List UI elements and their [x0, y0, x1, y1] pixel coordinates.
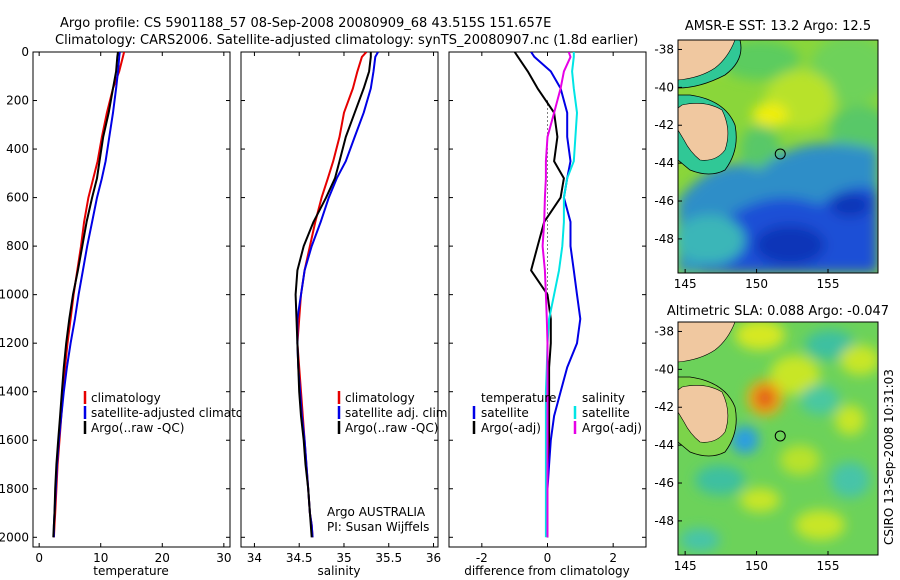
legend-label-temp-satellite: satellite: [481, 406, 529, 420]
map-x-tick-label: 145: [674, 277, 697, 291]
x-tick-label: 10: [93, 551, 108, 565]
x-tick-label: 0: [544, 551, 552, 565]
tasmania-land: [678, 385, 729, 443]
y-tick-label: 600: [6, 191, 29, 205]
map-y-tick-label: -38: [654, 42, 674, 56]
map-x-tick-label: 155: [817, 277, 840, 291]
x-tick-label: 35: [336, 551, 351, 565]
map-y-tick-label: -48: [654, 514, 674, 528]
sla-map-ticks: 145 150 155 -38 -40 -42 -44 -46 -48: [654, 324, 839, 573]
x-tick-label: -2: [476, 551, 488, 565]
legend-label-satellite: satellite adj. clim.: [345, 406, 451, 420]
x-tick-label: 36: [426, 551, 441, 565]
temperature-legend: climatology satellite-adjusted climatolo…: [83, 391, 261, 435]
legend-title-temperature: temperature: [481, 391, 556, 405]
map-y-tick-label: -42: [654, 400, 674, 414]
temperature-panel: 0 10 20 30 0 200 400 600 800 1000 1200 1400 1600 1800…: [0, 45, 261, 578]
csiro-timestamp: CSIRO 13-Sep-2008 10:31:03: [882, 369, 896, 545]
sla-map-title: Altimetric SLA: 0.088 Argo: -0.047: [667, 304, 889, 319]
y-tick-label: 0: [21, 45, 29, 59]
y-tick-label: 1200: [0, 336, 29, 350]
map-y-tick-label: -40: [654, 362, 674, 376]
y-tick-label: 400: [6, 142, 29, 156]
difference-lines: [513, 52, 582, 538]
mainland-land: [678, 40, 736, 81]
salinity-panel: 34 34.5 35 35.5 36 salinity climatology sate…: [240, 51, 451, 578]
x-tick-label: 34: [247, 551, 262, 565]
series-line-argo-raw-qc: [52, 52, 119, 538]
sla-map-frame: [677, 321, 879, 556]
sla-heatmap: [678, 322, 878, 555]
difference-panel: -2 0 2 difference from climatology tempera…: [448, 51, 647, 578]
y-tick-label: 1400: [0, 385, 29, 399]
temperature-axes-frame: [32, 51, 231, 548]
sst-map-frame: [677, 39, 879, 274]
legend-label-argo: Argo(..raw -QC): [345, 421, 438, 435]
profile-marker: [774, 430, 786, 442]
legend-label-satellite: satellite-adjusted climatolog: [91, 406, 261, 420]
salinity-ticks: 34 34.5 35 35.5 36: [241, 51, 441, 565]
legend-label-climatology: climatology: [91, 391, 161, 405]
map-x-tick-label: 145: [674, 559, 697, 573]
legend-label-sal-argo: Argo(-adj): [582, 421, 642, 435]
y-tick-label: 800: [6, 239, 29, 253]
salinity-lines: [294, 52, 379, 538]
map-y-tick-label: -46: [654, 194, 674, 208]
y-tick-label: 200: [6, 94, 29, 108]
salinity-legend: climatology satellite adj. clim. Argo(..…: [337, 391, 451, 435]
x-tick-label: 30: [216, 551, 231, 565]
sst-heatmap: [678, 40, 878, 273]
difference-legend: temperature satellite Argo(-adj) salinit…: [472, 391, 642, 435]
legend-label-temp-argo: Argo(-adj): [481, 421, 541, 435]
series-line-temperature-satellite: [530, 52, 582, 538]
tasmania-land: [678, 103, 729, 161]
figure-title-line2: Climatology: CARS2006. Satellite-adjuste…: [55, 33, 638, 48]
y-tick-label: 1000: [0, 288, 29, 302]
credit-argo-australia: Argo AUSTRALIA: [327, 505, 426, 519]
series-line-argo-raw-qc: [294, 52, 372, 538]
temperature-ticks: 0 10 20 30 0 200 400 600 800 1000 1200 1400 1600 1800…: [0, 45, 231, 565]
legend-label-argo: Argo(..raw -QC): [91, 421, 184, 435]
series-line-salinity-satellite: [544, 52, 578, 538]
map-y-tick-label: -42: [654, 118, 674, 132]
x-tick-label: 0: [35, 551, 43, 565]
salinity-xlabel: salinity: [317, 564, 360, 578]
series-line-salinity-argo-adj: [541, 52, 572, 538]
sla-map-panel: Altimetric SLA: 0.088 Argo: -0.047: [654, 304, 889, 573]
map-x-tick-label: 150: [745, 559, 768, 573]
sst-map-ticks: 145 150 155 -38 -40 -42 -44 -46 -48: [654, 42, 839, 291]
map-y-tick-label: -40: [654, 80, 674, 94]
map-y-tick-label: -46: [654, 476, 674, 490]
y-tick-label: 1800: [0, 482, 29, 496]
difference-xlabel: difference from climatology: [464, 564, 630, 578]
x-tick-label: 35.5: [375, 551, 402, 565]
y-tick-label: 1600: [0, 433, 29, 447]
legend-label-sal-satellite: satellite: [582, 406, 630, 420]
profile-marker: [774, 148, 786, 160]
map-x-tick-label: 155: [817, 559, 840, 573]
x-tick-label: 34.5: [286, 551, 313, 565]
map-y-tick-label: -44: [654, 156, 674, 170]
temperature-xlabel: temperature: [93, 564, 168, 578]
temperature-lines: [52, 52, 126, 538]
difference-ticks: -2 0 2: [449, 51, 646, 565]
sst-map-panel: AMSR-E SST: 13.2 Argo: 12.5: [654, 19, 879, 291]
legend-title-salinity: salinity: [582, 391, 625, 405]
y-tick-label: 2000: [0, 530, 29, 544]
map-y-tick-label: -48: [654, 232, 674, 246]
salinity-axes-frame: [240, 51, 439, 548]
sst-map-title: AMSR-E SST: 13.2 Argo: 12.5: [685, 19, 871, 34]
x-tick-label: 20: [155, 551, 170, 565]
map-y-tick-label: -38: [654, 324, 674, 338]
credit-pi: PI: Susan Wijffels: [327, 520, 429, 534]
x-tick-label: 2: [609, 551, 617, 565]
map-x-tick-label: 150: [745, 277, 768, 291]
legend-label-climatology: climatology: [345, 391, 415, 405]
mainland-land: [678, 322, 736, 363]
figure-title-line1: Argo profile: CS 5901188_57 08-Sep-2008 …: [60, 16, 551, 31]
map-y-tick-label: -44: [654, 438, 674, 452]
